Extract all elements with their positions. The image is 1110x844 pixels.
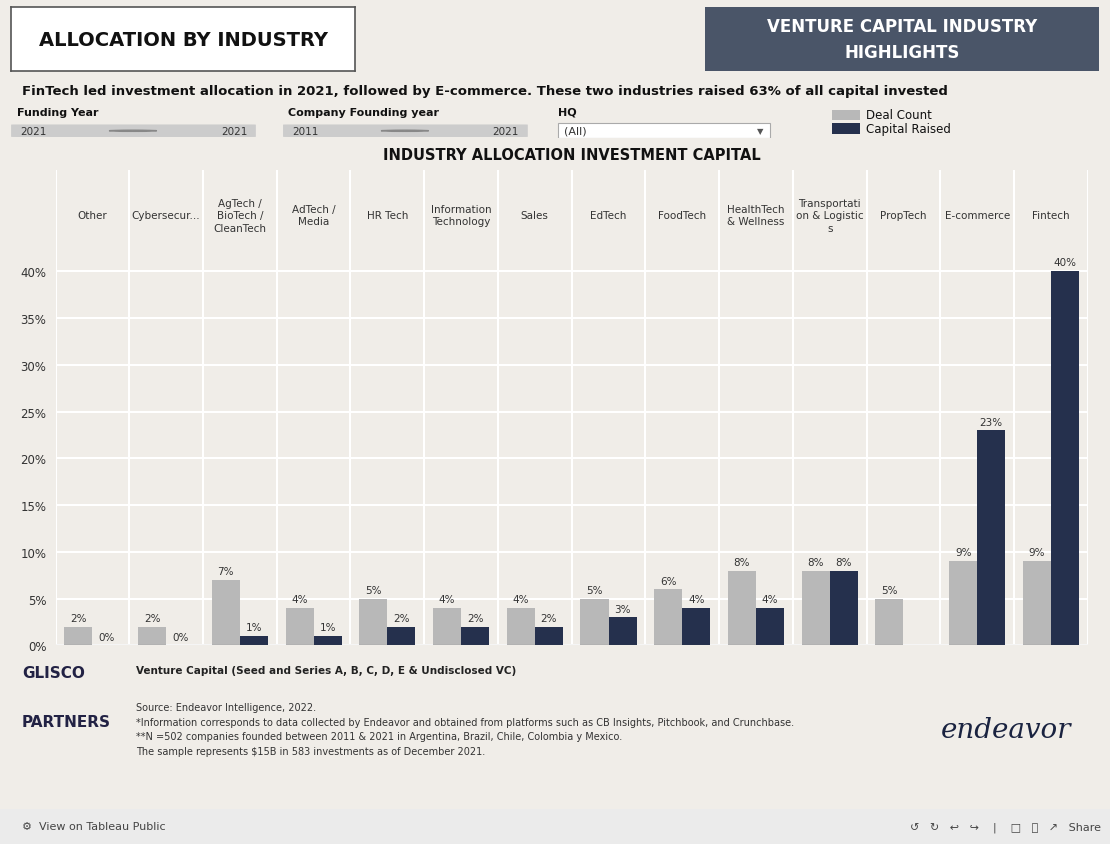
- Text: E-commerce: E-commerce: [945, 211, 1010, 221]
- Bar: [535, 627, 563, 646]
- Text: Information
Technology: Information Technology: [431, 205, 492, 227]
- Text: 2021: 2021: [20, 127, 47, 137]
- Text: Sales: Sales: [521, 211, 548, 221]
- Text: 5%: 5%: [881, 585, 898, 595]
- Text: 7%: 7%: [218, 566, 234, 576]
- Bar: [876, 599, 904, 646]
- Text: ▼: ▼: [757, 127, 764, 136]
- Text: VENTURE CAPITAL INDUSTRY
HIGHLIGHTS: VENTURE CAPITAL INDUSTRY HIGHLIGHTS: [767, 18, 1037, 62]
- Text: 2021: 2021: [493, 127, 519, 137]
- Text: 8%: 8%: [734, 557, 750, 567]
- Text: 4%: 4%: [688, 594, 705, 604]
- Text: ALLOCATION BY INDUSTRY: ALLOCATION BY INDUSTRY: [39, 30, 327, 50]
- Circle shape: [381, 131, 428, 133]
- Text: Venture Capital (Seed and Series A, B, C, D, E & Undisclosed VC): Venture Capital (Seed and Series A, B, C…: [137, 666, 516, 676]
- Text: 40%: 40%: [1053, 258, 1077, 268]
- Text: 6%: 6%: [660, 576, 676, 586]
- Text: 2%: 2%: [70, 614, 87, 623]
- Text: 0%: 0%: [98, 632, 114, 642]
- Text: PARTNERS: PARTNERS: [22, 714, 111, 729]
- Text: 4%: 4%: [438, 594, 455, 604]
- Bar: [728, 571, 756, 646]
- FancyBboxPatch shape: [558, 124, 770, 138]
- Text: 2%: 2%: [467, 614, 483, 623]
- Text: HR Tech: HR Tech: [366, 211, 408, 221]
- Text: ↺   ↻   ↩   ↪    |    □   ⬜   ↗   Share: ↺ ↻ ↩ ↪ | □ ⬜ ↗ Share: [910, 821, 1101, 831]
- Bar: [387, 627, 415, 646]
- Bar: [1051, 272, 1079, 646]
- FancyBboxPatch shape: [11, 125, 256, 138]
- Text: EdTech: EdTech: [591, 211, 627, 221]
- Text: Cybersecur...: Cybersecur...: [132, 211, 201, 221]
- Bar: [756, 609, 784, 646]
- Text: PropTech: PropTech: [880, 211, 927, 221]
- Bar: [1023, 561, 1051, 646]
- Text: 2%: 2%: [393, 614, 410, 623]
- Text: 9%: 9%: [1029, 548, 1046, 558]
- Text: 5%: 5%: [365, 585, 382, 595]
- Bar: [212, 581, 240, 646]
- Bar: [138, 627, 166, 646]
- Bar: [581, 599, 608, 646]
- Text: 4%: 4%: [291, 594, 307, 604]
- Text: endeavor: endeavor: [941, 716, 1071, 743]
- Bar: [654, 590, 683, 646]
- Bar: [801, 571, 830, 646]
- Text: 4%: 4%: [761, 594, 778, 604]
- Text: 2011: 2011: [292, 127, 319, 137]
- Text: GLISCO: GLISCO: [22, 666, 84, 681]
- Text: 8%: 8%: [836, 557, 852, 567]
- Text: AgTech /
BioTech /
CleanTech: AgTech / BioTech / CleanTech: [213, 198, 266, 233]
- Text: Company Founding year: Company Founding year: [289, 108, 440, 118]
- Text: 8%: 8%: [807, 557, 824, 567]
- Text: 5%: 5%: [586, 585, 603, 595]
- Text: HQ: HQ: [558, 108, 577, 118]
- Text: ⚙  View on Tableau Public: ⚙ View on Tableau Public: [22, 821, 165, 831]
- Text: (All): (All): [564, 127, 586, 137]
- Text: 23%: 23%: [980, 417, 1002, 427]
- Text: Transportati
on & Logistic
s: Transportati on & Logistic s: [796, 198, 864, 233]
- Bar: [977, 430, 1006, 646]
- Bar: [507, 609, 535, 646]
- Text: 2021: 2021: [221, 127, 248, 137]
- Text: 3%: 3%: [614, 604, 630, 614]
- Text: AdTech /
Media: AdTech / Media: [292, 205, 335, 227]
- Bar: [433, 609, 461, 646]
- Bar: [832, 111, 859, 121]
- Text: 4%: 4%: [513, 594, 529, 604]
- Text: FinTech led investment allocation in 2021, followed by E-commerce. These two ind: FinTech led investment allocation in 202…: [22, 84, 948, 98]
- Text: FoodTech: FoodTech: [658, 211, 706, 221]
- Text: 1%: 1%: [320, 623, 336, 633]
- Text: 9%: 9%: [955, 548, 971, 558]
- Text: Capital Raised: Capital Raised: [866, 123, 951, 136]
- Text: 1%: 1%: [245, 623, 262, 633]
- Text: Other: Other: [78, 211, 108, 221]
- Text: INDUSTRY ALLOCATION INVESTMENT CAPITAL: INDUSTRY ALLOCATION INVESTMENT CAPITAL: [383, 148, 760, 163]
- Text: HealthTech
& Wellness: HealthTech & Wellness: [727, 205, 785, 227]
- Circle shape: [109, 131, 157, 133]
- Text: Fintech: Fintech: [1032, 211, 1070, 221]
- Bar: [683, 609, 710, 646]
- Bar: [285, 609, 314, 646]
- Bar: [461, 627, 490, 646]
- Text: Deal Count: Deal Count: [866, 109, 932, 122]
- Bar: [314, 636, 342, 646]
- Text: Source: Endeavor Intelligence, 2022.
*Information corresponds to data collected : Source: Endeavor Intelligence, 2022. *In…: [137, 702, 795, 755]
- FancyBboxPatch shape: [283, 125, 528, 138]
- Text: Funding Year: Funding Year: [17, 108, 98, 118]
- Bar: [830, 571, 858, 646]
- Text: 2%: 2%: [144, 614, 160, 623]
- Text: 0%: 0%: [172, 632, 189, 642]
- Bar: [240, 636, 268, 646]
- Text: 2%: 2%: [541, 614, 557, 623]
- Bar: [64, 627, 92, 646]
- Bar: [608, 618, 636, 646]
- Bar: [949, 561, 977, 646]
- Bar: [832, 124, 859, 134]
- Bar: [360, 599, 387, 646]
